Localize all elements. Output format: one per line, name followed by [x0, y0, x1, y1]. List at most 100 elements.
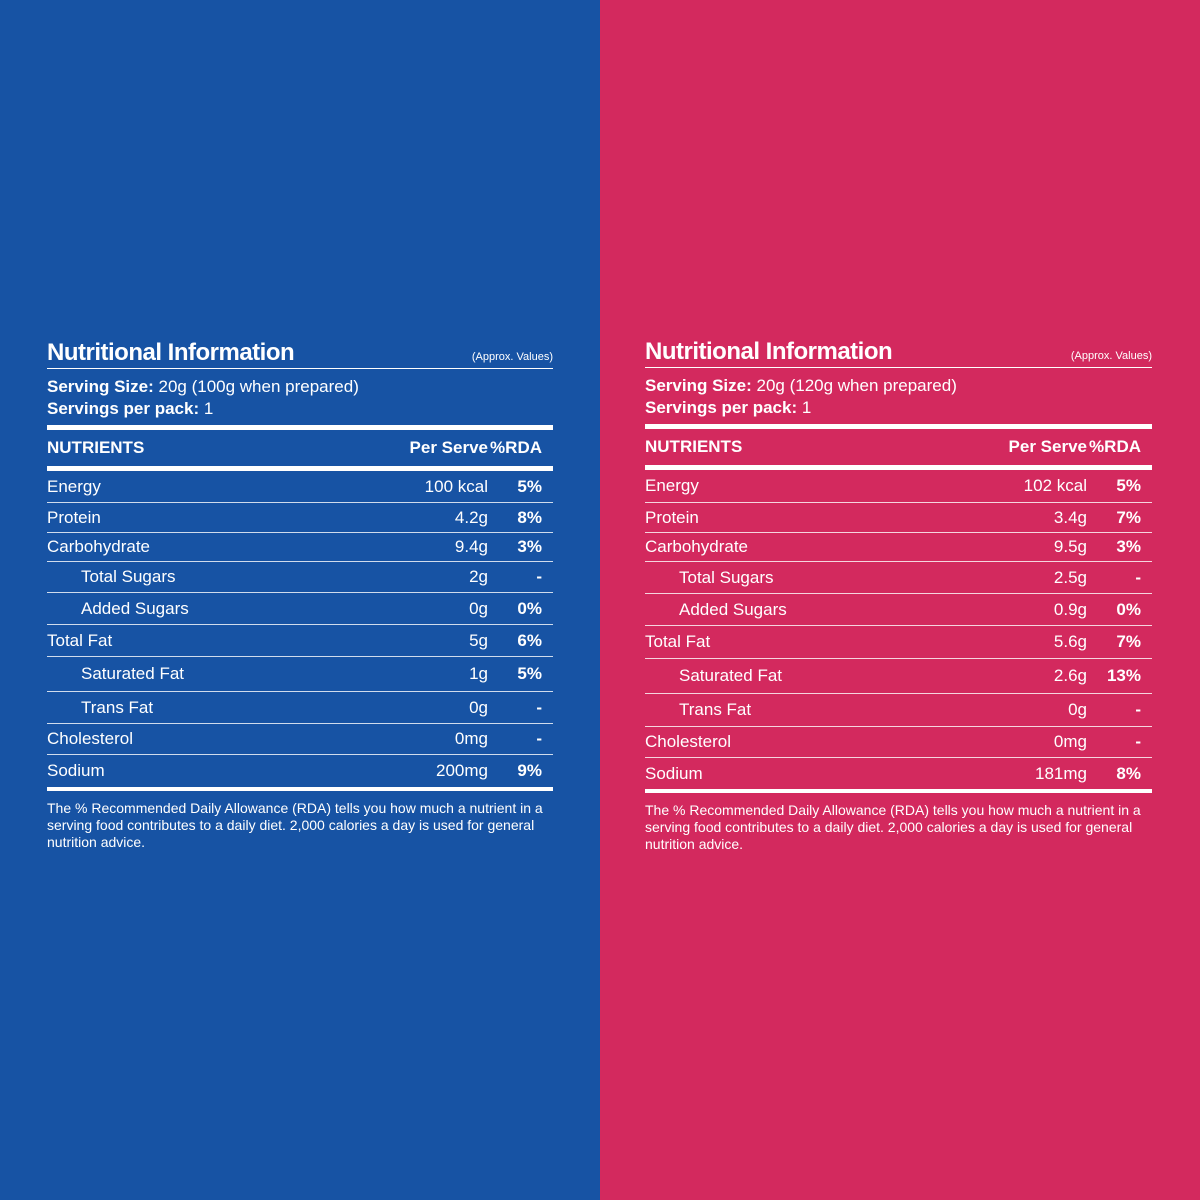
nutrient-per-serve: 181mg — [1035, 763, 1087, 783]
nutrient-rda: 3% — [517, 537, 542, 556]
nutrient-name: Protein — [47, 507, 101, 527]
nutrient-rda: 8% — [517, 507, 542, 527]
label-title: Nutritional Information — [47, 339, 295, 366]
nutrient-rda: 0% — [517, 598, 542, 618]
nutrient-rda: - — [1135, 700, 1141, 719]
nutrient-row: Protein 3.4g 7% — [645, 503, 1152, 533]
nutrient-name: Added Sugars — [81, 598, 189, 618]
nutrient-row: Cholesterol 0mg - — [645, 727, 1152, 758]
nutrient-rda: 5% — [517, 664, 542, 683]
nutrient-per-serve: 2.5g — [1053, 567, 1087, 587]
serving-size-value: 20g (120g when prepared) — [751, 376, 957, 395]
nutrient-name: Saturated Fat — [679, 666, 783, 685]
serving-size: Serving Size: 20g (100g when prepared) — [47, 376, 553, 398]
nutrient-row: Protein 4.2g 8% — [47, 503, 553, 533]
thick-divider — [645, 465, 1152, 470]
servings-per-pack: Servings per pack: 1 — [645, 397, 1152, 419]
nutrient-per-serve: 0g — [1068, 700, 1087, 719]
nutrient-rows: Energy 100 kcal 5% Protein 4.2g 8% Carbohydrat… — [47, 471, 553, 787]
nutrient-per-serve: 0mg — [454, 729, 488, 748]
nutrient-per-serve: 0.9g — [1053, 599, 1087, 619]
nutrient-row: Added Sugars 0g 0% — [47, 593, 553, 625]
serving-size-label: Serving Size: — [645, 376, 752, 395]
nutrient-row: Total Fat 5.6g 7% — [645, 626, 1152, 659]
nutrient-name: Total Sugars — [81, 567, 176, 586]
nutrient-rda: - — [1135, 732, 1141, 751]
nutrient-row: Total Sugars 2.5g - — [645, 562, 1152, 594]
approx-note: (Approx. Values) — [471, 351, 553, 363]
nutrient-name: Total Sugars — [679, 567, 774, 587]
left-panel: Nutritional Information (Approx. Values)… — [0, 0, 600, 1200]
nutrient-per-serve: 5.6g — [1053, 632, 1087, 651]
nutrient-row: Saturated Fat 1g 5% — [47, 657, 553, 692]
nutrient-per-serve: 0g — [469, 598, 488, 618]
nutrient-row: Carbohydrate 9.5g 3% — [645, 533, 1152, 562]
nutrient-name: Total Fat — [47, 630, 113, 650]
serving-size: Serving Size: 20g (120g when prepared) — [645, 375, 1152, 397]
servings-label: Servings per pack: — [645, 398, 798, 417]
nutrient-row: Carbohydrate 9.4g 3% — [47, 533, 553, 562]
nutrient-per-serve: 102 kcal — [1023, 476, 1087, 495]
nutrient-rda: 5% — [517, 476, 542, 496]
nutrient-name: Energy — [47, 476, 101, 496]
approx-note: (Approx. Values) — [1070, 350, 1152, 362]
nutrient-rda: 3% — [1116, 537, 1141, 556]
nutrient-row: Total Sugars 2g - — [47, 562, 553, 593]
nutrient-per-serve: 200mg — [436, 761, 488, 780]
nutrient-row: Energy 102 kcal 5% — [645, 470, 1152, 503]
nutrient-rda: - — [536, 697, 542, 717]
nutrient-per-serve: 9.4g — [454, 537, 488, 556]
nutrient-per-serve: 9.5g — [1053, 537, 1087, 556]
column-header: NUTRIENTS Per Serve %RDA — [645, 429, 1152, 465]
col-per-serve: Per Serve — [409, 438, 488, 457]
serving-info: Serving Size: 20g (100g when prepared) S… — [47, 369, 553, 425]
rda-footnote: The % Recommended Daily Allowance (RDA) … — [645, 802, 1141, 852]
nutrient-rda: - — [1135, 567, 1141, 587]
nutrient-rda: 7% — [1116, 507, 1141, 527]
nutrient-rda: 13% — [1106, 666, 1141, 685]
nutrient-row: Sodium 200mg 9% — [47, 755, 553, 787]
nutrient-row: Cholesterol 0mg - — [47, 724, 553, 755]
label-header: Nutritional Information (Approx. Values) — [47, 335, 553, 369]
nutrient-name: Cholesterol — [47, 729, 133, 748]
nutrient-row: Trans Fat 0g - — [47, 692, 553, 724]
thick-divider — [47, 425, 553, 430]
nutrient-name: Protein — [645, 507, 699, 527]
nutrient-name: Sodium — [645, 763, 703, 783]
nutrient-per-serve: 2.6g — [1053, 666, 1087, 685]
label-header: Nutritional Information (Approx. Values) — [645, 334, 1152, 368]
col-rda: %RDA — [1089, 437, 1141, 456]
nutrient-rda: 0% — [1116, 599, 1141, 619]
nutrient-per-serve: 2g — [469, 567, 488, 586]
nutrient-per-serve: 5g — [469, 630, 488, 650]
nutrient-row: Added Sugars 0.9g 0% — [645, 594, 1152, 626]
nutrient-name: Carbohydrate — [47, 537, 151, 556]
nutrient-name: Total Fat — [645, 632, 711, 651]
nutrition-label: Nutritional Information (Approx. Values)… — [645, 334, 1152, 853]
bottom-divider — [645, 789, 1152, 793]
nutrient-rda: - — [536, 567, 542, 586]
nutrient-rda: 5% — [1116, 476, 1141, 495]
servings-value: 1 — [199, 399, 214, 418]
nutrient-name: Saturated Fat — [81, 664, 185, 683]
nutrient-rda: 6% — [517, 630, 542, 650]
nutrient-per-serve: 100 kcal — [424, 476, 488, 496]
nutrient-rda: 9% — [517, 761, 542, 780]
label-title: Nutritional Information — [645, 338, 893, 365]
nutrient-name: Energy — [645, 476, 699, 495]
nutrient-name: Trans Fat — [679, 700, 752, 719]
rda-footnote: The % Recommended Daily Allowance (RDA) … — [47, 800, 543, 850]
nutrient-rda: 8% — [1116, 763, 1141, 783]
nutrient-per-serve: 0mg — [1053, 732, 1087, 751]
servings-label: Servings per pack: — [47, 399, 200, 418]
nutrient-per-serve: 0g — [469, 697, 488, 717]
nutrient-row: Energy 100 kcal 5% — [47, 471, 553, 503]
nutrient-per-serve: 4.2g — [454, 507, 488, 527]
col-rda: %RDA — [490, 438, 542, 457]
servings-per-pack: Servings per pack: 1 — [47, 398, 553, 420]
nutrient-rows: Energy 102 kcal 5% Protein 3.4g 7% Carbohydrat… — [645, 470, 1152, 789]
serving-size-value: 20g (100g when prepared) — [153, 377, 359, 396]
servings-value: 1 — [797, 398, 812, 417]
col-nutrients: NUTRIENTS — [47, 438, 145, 457]
